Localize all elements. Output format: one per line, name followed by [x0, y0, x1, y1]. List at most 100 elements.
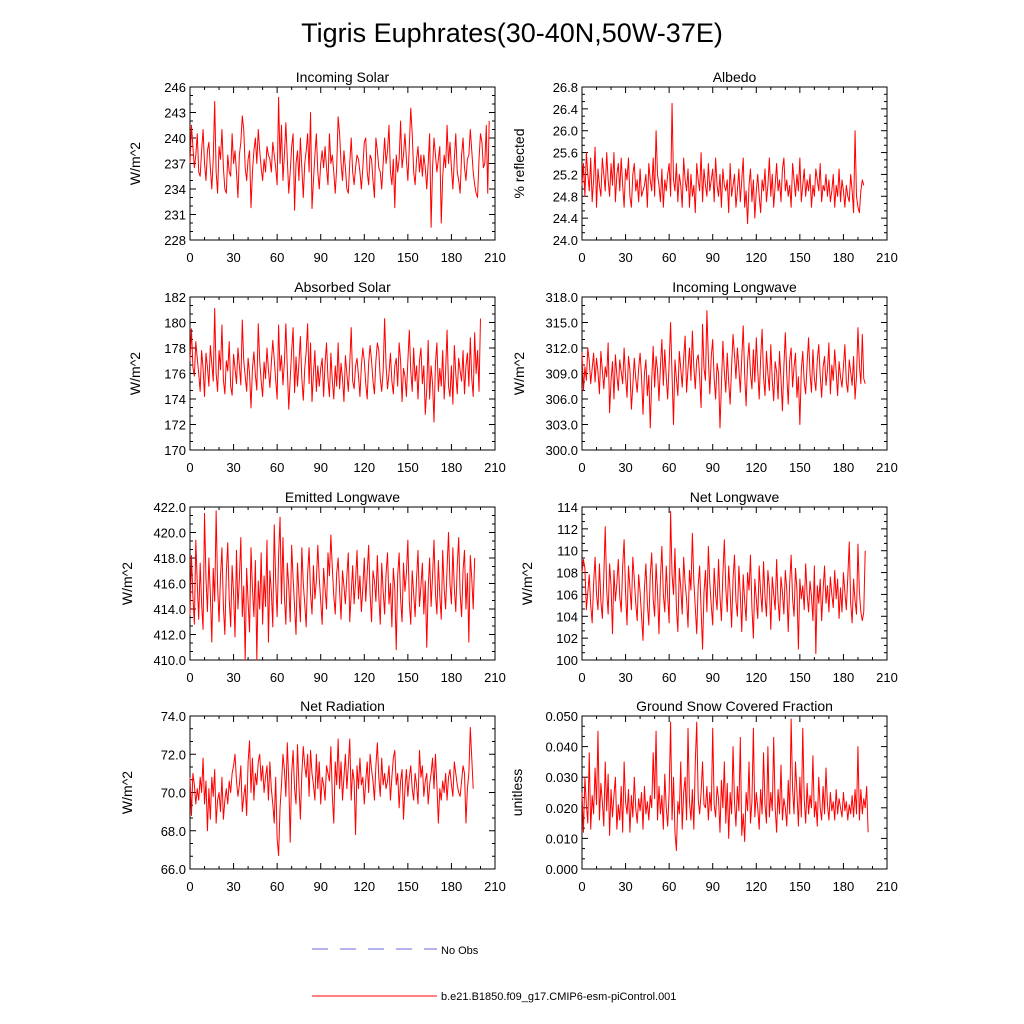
x-tick-label: 180 — [833, 250, 855, 265]
x-tick-label: 30 — [226, 670, 240, 685]
x-tick-label: 60 — [662, 670, 676, 685]
y-tick-label: 24.8 — [553, 189, 578, 204]
x-tick-label: 180 — [833, 460, 855, 475]
y-tick-label: 410.0 — [153, 653, 186, 668]
x-tick-label: 150 — [397, 460, 419, 475]
y-tick-label: 315.0 — [545, 316, 578, 331]
x-tick-label: 210 — [484, 460, 506, 475]
x-tick-label: 0 — [186, 670, 193, 685]
x-tick-label: 180 — [441, 250, 463, 265]
y-axis-label: W/m^2 — [511, 352, 527, 395]
x-tick-label: 90 — [313, 460, 327, 475]
x-tick-label: 210 — [876, 670, 898, 685]
x-tick-label: 150 — [789, 879, 811, 894]
y-axis-label: W/m^2 — [519, 562, 535, 605]
legend-obs-label: No Obs — [441, 945, 479, 957]
x-tick-label: 150 — [397, 879, 419, 894]
y-tick-label: 174 — [164, 392, 186, 407]
y-tick-label: 412.0 — [153, 628, 186, 643]
y-tick-label: 0.000 — [545, 862, 578, 877]
x-tick-label: 180 — [833, 670, 855, 685]
panel-title: Incoming Solar — [296, 69, 390, 85]
x-tick-label: 150 — [789, 670, 811, 685]
x-tick-label: 120 — [745, 250, 767, 265]
x-tick-label: 90 — [313, 670, 327, 685]
x-tick-label: 90 — [705, 460, 719, 475]
y-tick-label: 309.0 — [545, 367, 578, 382]
y-tick-label: 240 — [164, 131, 186, 146]
y-tick-label: 180 — [164, 316, 186, 331]
y-tick-label: 26.4 — [553, 102, 578, 117]
y-tick-label: 106 — [556, 587, 578, 602]
x-tick-label: 210 — [876, 879, 898, 894]
x-tick-label: 30 — [618, 670, 632, 685]
y-tick-label: 112 — [557, 522, 578, 537]
y-tick-label: 26.0 — [553, 124, 578, 139]
y-tick-label: 100 — [556, 653, 578, 668]
x-tick-label: 0 — [578, 670, 585, 685]
y-tick-label: 0.040 — [545, 740, 578, 755]
y-tick-label: 234 — [164, 182, 186, 197]
y-tick-label: 418.0 — [153, 551, 186, 566]
chart-panel-6: Net Longwave 0 30 60 90 120 150 180 210 100 102 104… — [519, 489, 898, 685]
y-axis-label: unitless — [509, 769, 525, 816]
y-tick-label: 114 — [557, 500, 578, 515]
panel-title: Incoming Longwave — [672, 279, 797, 295]
x-tick-label: 150 — [789, 250, 811, 265]
x-tick-label: 60 — [662, 879, 676, 894]
y-tick-label: 24.4 — [553, 211, 578, 226]
x-tick-label: 150 — [397, 250, 419, 265]
y-tick-label: 104 — [556, 609, 578, 624]
y-tick-label: 172 — [164, 418, 186, 433]
y-tick-label: 0.050 — [545, 709, 578, 724]
x-tick-label: 90 — [313, 250, 327, 265]
y-tick-label: 414.0 — [153, 602, 186, 617]
y-tick-label: 108 — [556, 566, 578, 581]
series-line — [189, 96, 490, 228]
y-tick-label: 246 — [164, 80, 186, 95]
x-tick-label: 180 — [441, 670, 463, 685]
chart-panel-2: Albedo 0 30 60 90 120 150 180 210 24.0 24.4 24.8 25.… — [511, 69, 898, 265]
y-tick-label: 237 — [164, 157, 186, 172]
x-tick-label: 210 — [484, 879, 506, 894]
x-tick-label: 60 — [270, 670, 284, 685]
y-axis-label: W/m^2 — [127, 142, 143, 185]
y-axis-label: W/m^2 — [119, 562, 135, 605]
y-tick-label: 70.0 — [161, 786, 186, 801]
y-tick-label: 312.0 — [545, 341, 578, 356]
y-tick-label: 422.0 — [153, 500, 186, 515]
x-tick-label: 0 — [186, 879, 193, 894]
x-tick-label: 30 — [618, 460, 632, 475]
x-tick-label: 180 — [833, 879, 855, 894]
x-tick-label: 150 — [397, 670, 419, 685]
x-tick-label: 60 — [662, 250, 676, 265]
series-line — [581, 510, 866, 654]
x-tick-label: 120 — [353, 670, 375, 685]
x-tick-label: 120 — [353, 250, 375, 265]
panel-title: Albedo — [713, 69, 757, 85]
x-tick-label: 30 — [226, 250, 240, 265]
y-axis-label: % reflected — [511, 128, 527, 198]
y-tick-label: 228 — [164, 233, 186, 248]
x-tick-label: 120 — [745, 460, 767, 475]
panel-title: Ground Snow Covered Fraction — [636, 698, 833, 714]
y-tick-label: 416.0 — [153, 577, 186, 592]
y-tick-label: 318.0 — [545, 290, 578, 305]
x-tick-label: 210 — [876, 250, 898, 265]
x-tick-label: 90 — [705, 250, 719, 265]
x-tick-label: 30 — [226, 460, 240, 475]
x-tick-label: 0 — [578, 460, 585, 475]
y-tick-label: 306.0 — [545, 392, 578, 407]
y-tick-label: 170 — [164, 443, 186, 458]
x-tick-label: 30 — [618, 879, 632, 894]
y-tick-label: 176 — [164, 367, 186, 382]
legend: No Obs b.e21.B1850.f09_g17.CMIP6-esm-piC… — [312, 945, 676, 1003]
y-tick-label: 178 — [164, 341, 186, 356]
chart-panel-1: Incoming Solar 0 30 60 90 120 150 180 210 228 231 2… — [127, 69, 506, 265]
series-line — [581, 310, 866, 429]
x-tick-label: 90 — [705, 670, 719, 685]
plot-frame — [581, 506, 888, 661]
panel-title: Emitted Longwave — [285, 489, 400, 505]
x-tick-label: 210 — [484, 250, 506, 265]
y-tick-label: 231 — [164, 208, 186, 223]
